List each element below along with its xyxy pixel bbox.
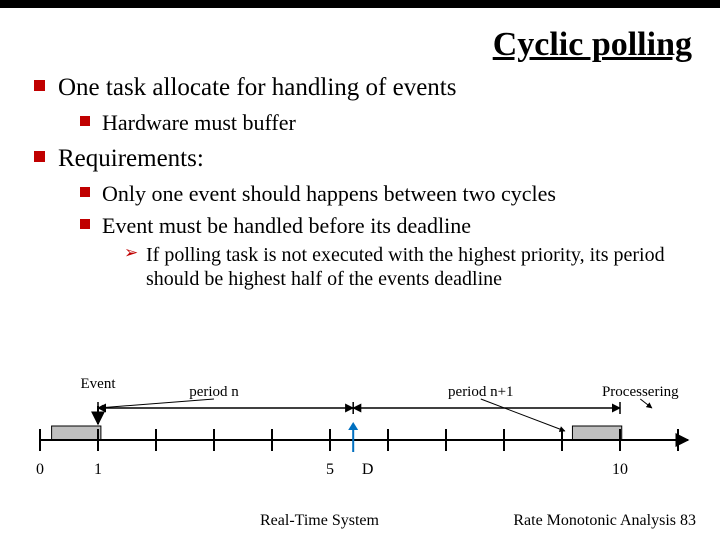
bullet-l2: Only one event should happens between tw… (80, 180, 700, 208)
diagram-label: 0 (36, 461, 44, 478)
diagram-label: 1 (94, 461, 102, 478)
bullets-l1: One task allocate for handling of events… (34, 72, 700, 291)
bullet-l1-text: Requirements: (58, 145, 204, 172)
bullet-l1-text: One task allocate for handling of events (58, 74, 456, 101)
deadline-arrowhead (348, 422, 358, 430)
diagram-label: 5 (326, 461, 334, 478)
diagram-label: Event (81, 378, 117, 392)
slide-body: One task allocate for handling of events… (0, 72, 720, 291)
bullet-l3: If polling task is not executed with the… (124, 243, 700, 291)
label-connector (98, 399, 214, 408)
footer-center: Real-Time System (260, 512, 379, 530)
bullet-l2-text: Only one event should happens between tw… (102, 181, 556, 206)
bullet-l2: Hardware must buffer (80, 109, 700, 137)
diagram-label: period n (189, 384, 239, 400)
diagram-label: Processering (602, 384, 679, 400)
diagram-label: period n+1 (448, 384, 514, 400)
label-connector (481, 399, 565, 431)
slide-footer: Real-Time System Rate Monotonic Analysis… (0, 512, 696, 530)
bullet-l2: Event must be handled before its deadlin… (80, 212, 700, 292)
bullets-l2: Hardware must buffer (58, 109, 700, 137)
bullet-l1: Requirements: Only one event should happe… (34, 143, 700, 291)
label-connector (640, 399, 652, 408)
process-box (572, 426, 621, 440)
footer-right: Rate Monotonic Analysis 83 (513, 512, 696, 530)
diagram-label: 10 (612, 461, 628, 478)
bullets-l3: If polling task is not executed with the… (102, 243, 700, 291)
process-box (52, 426, 101, 440)
diagram-label: D (362, 461, 374, 478)
bullet-l2-text: Event must be handled before its deadlin… (102, 213, 471, 238)
timeline-diagram: Event period n period n+1 Processering 0 1 5 D 1… (20, 378, 700, 488)
bullet-l1: One task allocate for handling of events… (34, 72, 700, 137)
slide-title: Cyclic polling (0, 8, 720, 72)
bullets-l2: Only one event should happens between tw… (58, 180, 700, 291)
title-bar (0, 0, 720, 8)
bullet-l2-text: Hardware must buffer (102, 110, 296, 135)
